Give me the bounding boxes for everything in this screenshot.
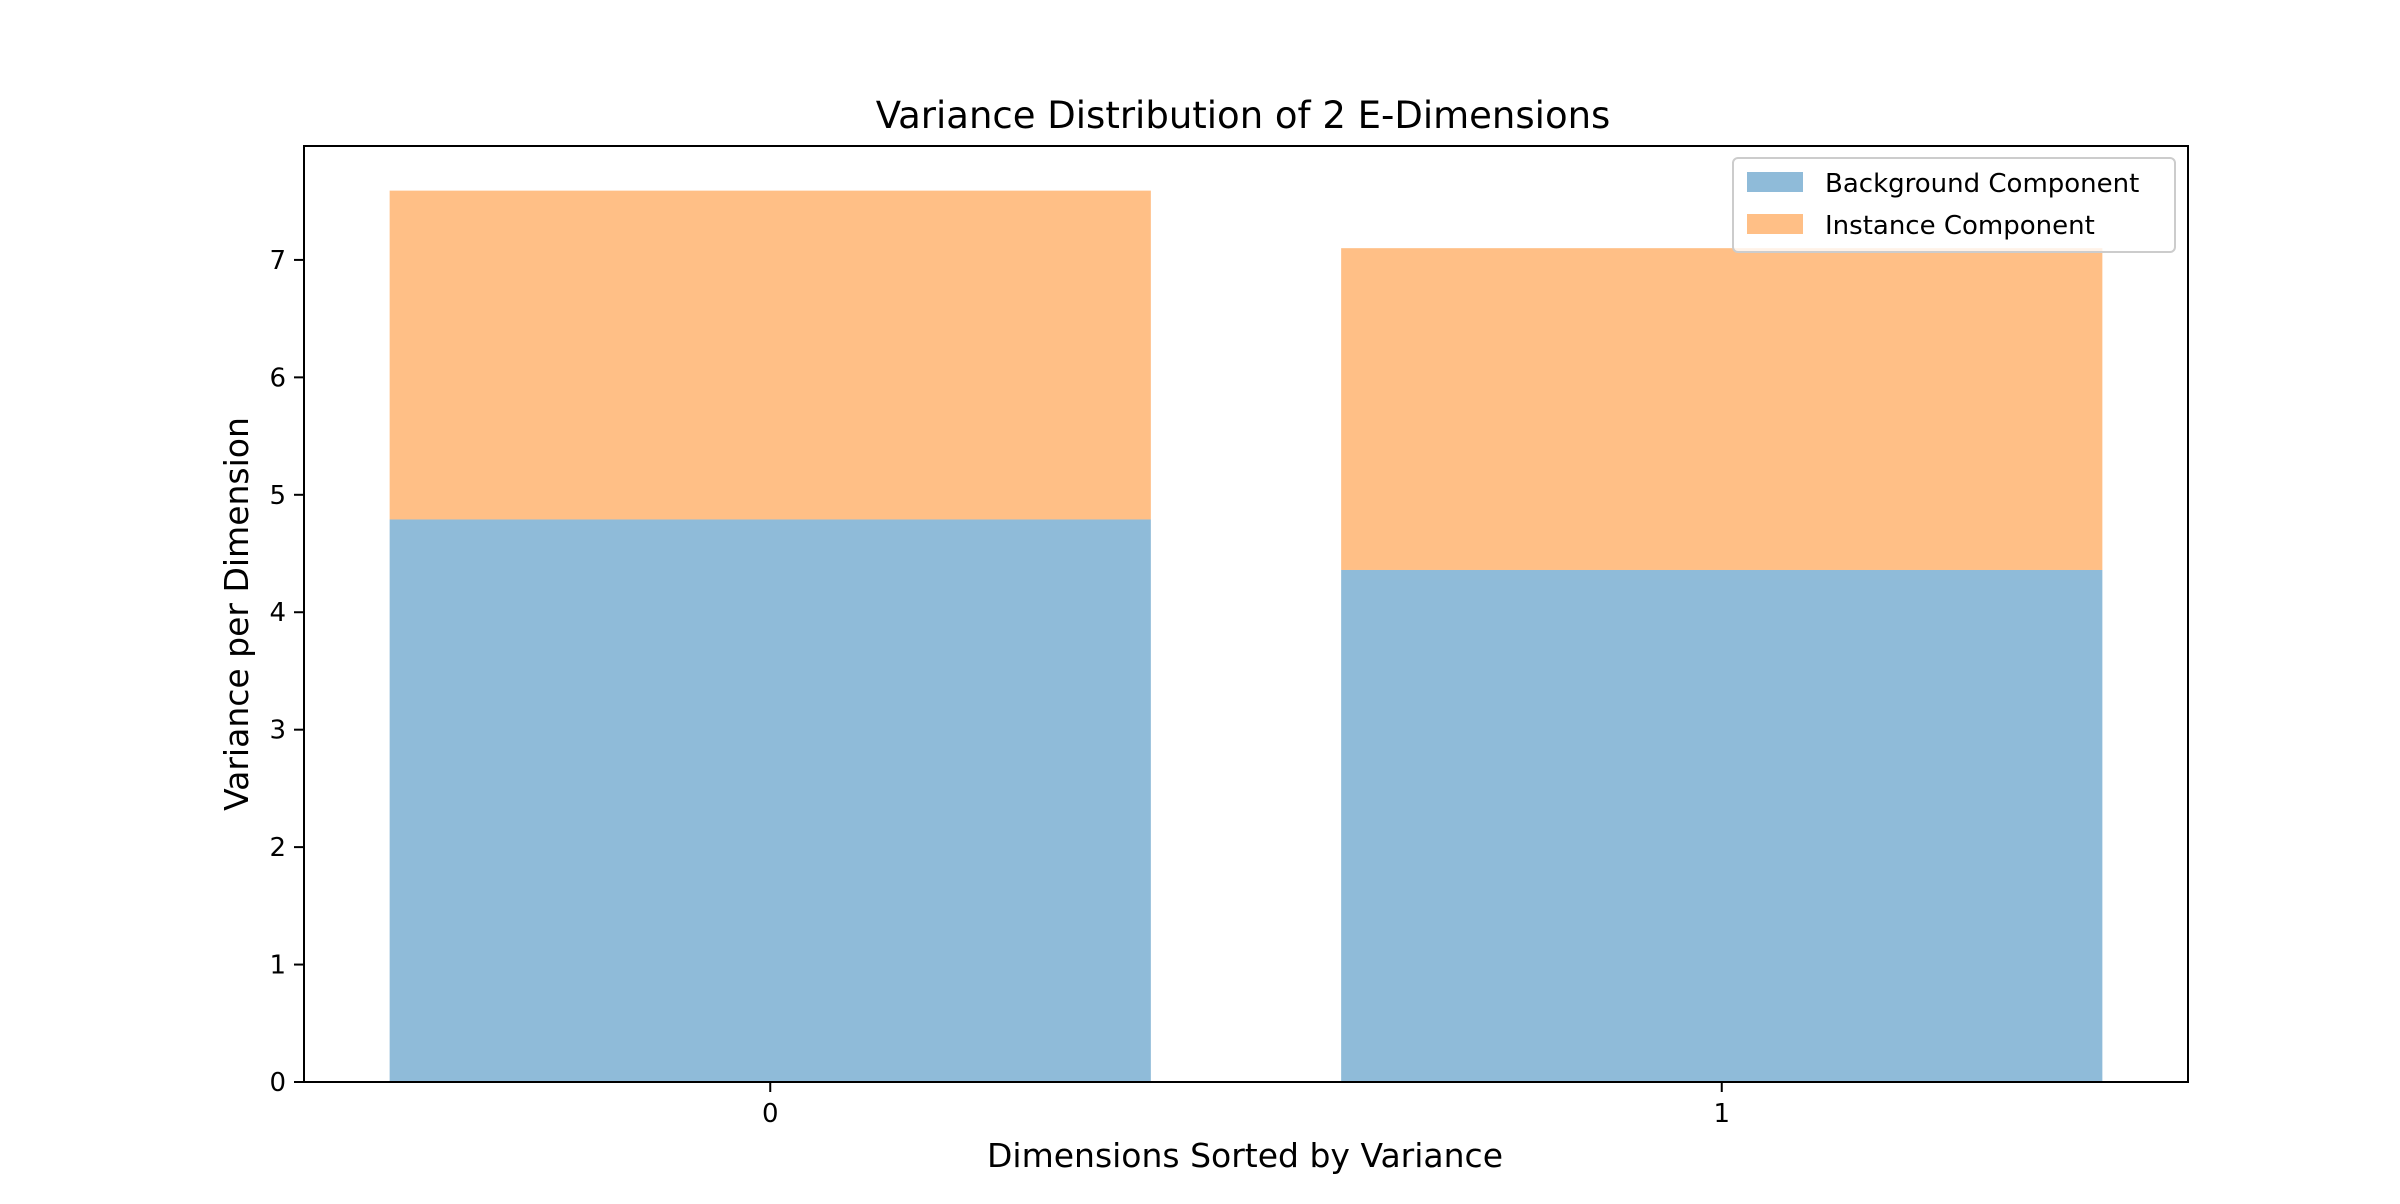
bar-instance-component-1 bbox=[1341, 248, 2103, 570]
legend: Background Component Instance Component bbox=[1732, 157, 2176, 253]
bar-background-component-0 bbox=[389, 519, 1151, 1082]
y-tick-label-0: 0 bbox=[269, 1068, 286, 1098]
legend-label-background-component: Background Component bbox=[1825, 169, 2139, 199]
y-tick-label-1: 1 bbox=[269, 951, 286, 981]
legend-box bbox=[1732, 157, 2176, 253]
y-tick-label-6: 6 bbox=[269, 363, 286, 393]
y-tick-label-7: 7 bbox=[269, 246, 286, 276]
bars-layer bbox=[389, 190, 2103, 1082]
y-tick-label-4: 4 bbox=[269, 598, 286, 628]
x-tick-label-0: 0 bbox=[762, 1099, 779, 1129]
y-axis-label: Variance per Dimension bbox=[217, 417, 256, 811]
legend-label-instance-component: Instance Component bbox=[1825, 211, 2095, 241]
bar-background-component-1 bbox=[1341, 569, 2103, 1082]
x-tick-label-1: 1 bbox=[1713, 1099, 1730, 1129]
plot-area-frame bbox=[303, 145, 2189, 1083]
y-tick-label-2: 2 bbox=[269, 833, 286, 863]
legend-swatch-background-component bbox=[1747, 172, 1803, 192]
y-axis: 0 1 2 3 4 5 6 7 bbox=[269, 246, 304, 1098]
y-tick-label-3: 3 bbox=[269, 716, 286, 746]
chart-title: Variance Distribution of 2 E-Dimensions bbox=[876, 94, 1611, 137]
bar-instance-component-0 bbox=[389, 190, 1151, 520]
x-axis-label: Dimensions Sorted by Variance bbox=[987, 1136, 1503, 1175]
y-tick-label-5: 5 bbox=[269, 481, 286, 511]
legend-swatch-instance-component bbox=[1747, 214, 1803, 234]
